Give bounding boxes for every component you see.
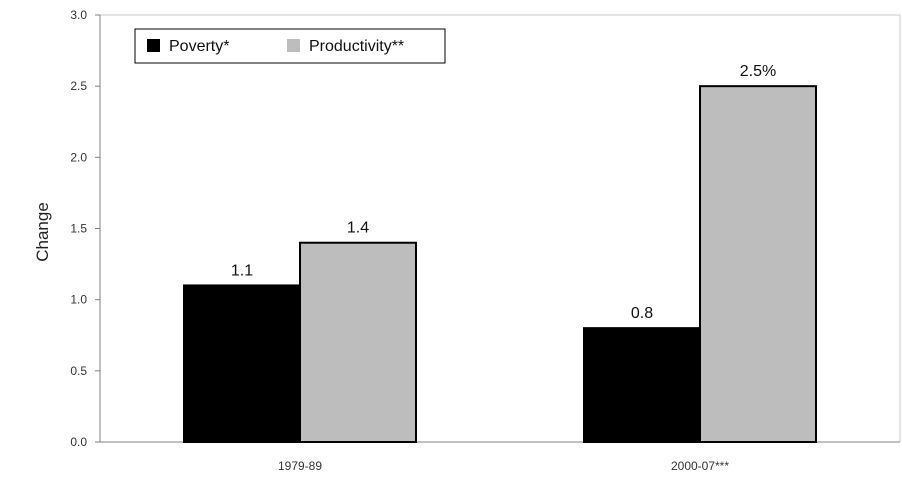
y-tick-label: 3.0 xyxy=(70,8,87,22)
x-tick-label: 2000-07*** xyxy=(671,459,729,473)
bar-poverty-0 xyxy=(183,284,301,443)
legend: Poverty* Productivity** xyxy=(134,28,446,64)
y-tick-label: 1.5 xyxy=(70,222,87,236)
legend-swatch-productivity xyxy=(287,39,300,52)
bar-productivity-0 xyxy=(299,241,417,443)
data-label: 1.4 xyxy=(347,220,369,237)
data-label: 1.1 xyxy=(231,262,253,279)
legend-label-poverty: Poverty* xyxy=(169,38,229,55)
plot-area: 0.0 0.5 1.0 1.5 2.0 2.5 3.0 1.1 1.4 1979-89 0.8 2.5… xyxy=(70,8,901,473)
data-label: 0.8 xyxy=(631,305,653,322)
bar-productivity-1 xyxy=(699,85,817,444)
legend-swatch-poverty xyxy=(147,39,160,52)
y-tick-label: 2.5 xyxy=(70,79,87,93)
bar-poverty-1 xyxy=(583,327,701,443)
y-tick-label: 0.0 xyxy=(70,435,87,449)
data-label: 2.5% xyxy=(740,63,776,80)
x-tick-label: 1979-89 xyxy=(278,459,322,473)
y-tick-label: 1.0 xyxy=(70,293,87,307)
legend-label-productivity: Productivity** xyxy=(309,38,404,55)
y-axis-label: Change xyxy=(33,202,52,262)
y-tick-label: 2.0 xyxy=(70,150,87,164)
y-tick-label: 0.5 xyxy=(70,364,87,378)
